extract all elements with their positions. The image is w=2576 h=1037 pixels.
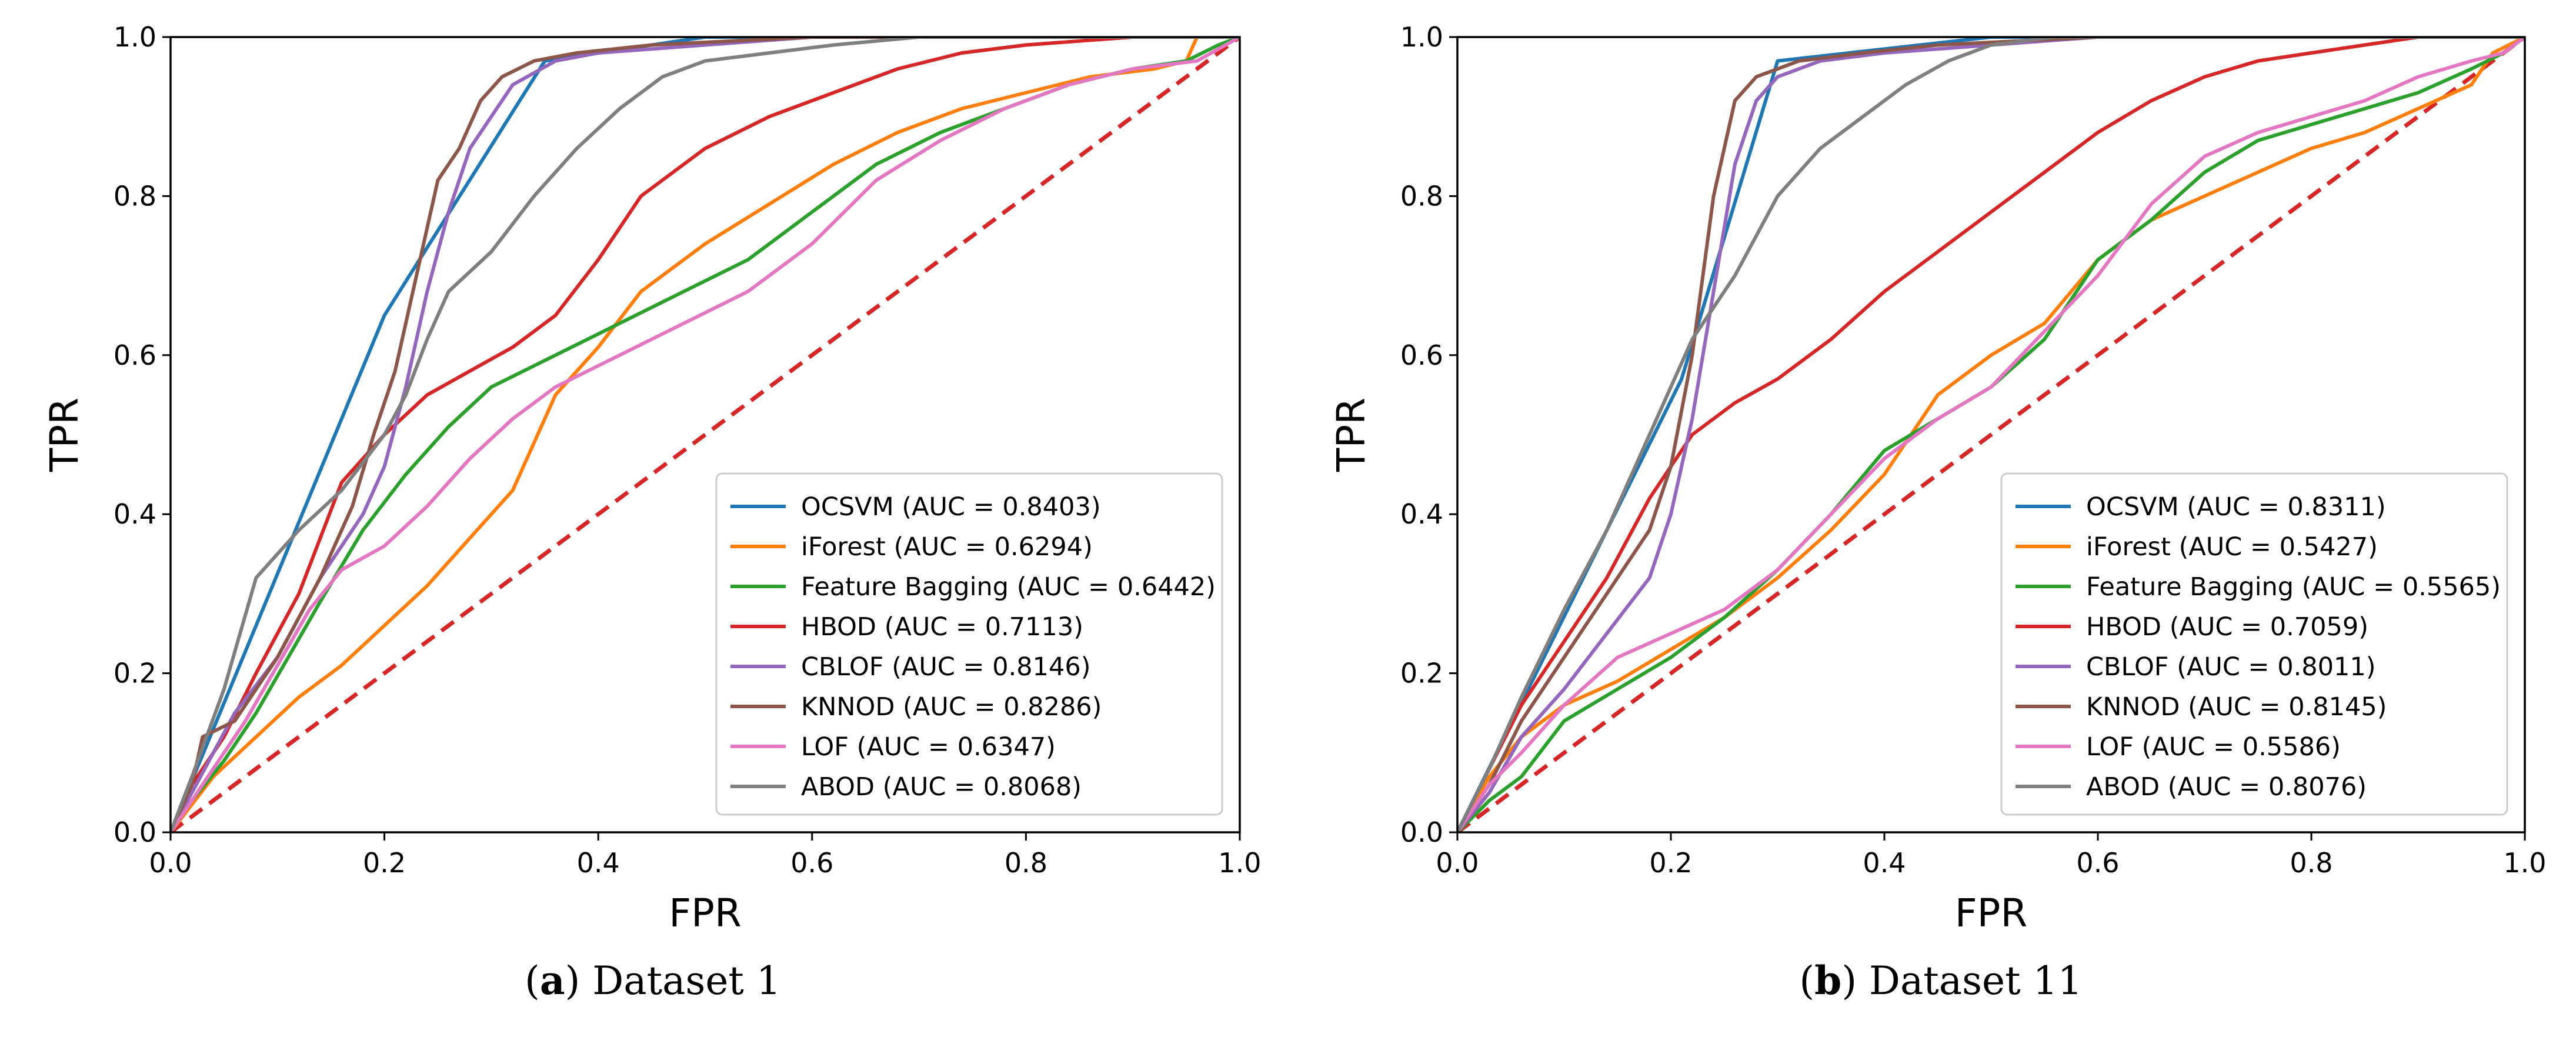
legend-entry: CBLOF (AUC = 0.8011) — [2086, 652, 2375, 682]
series-line-iforest — [1457, 37, 2525, 832]
x-axis-label: FPR — [1955, 891, 2028, 936]
diagonal-reference-line — [171, 37, 1240, 832]
legend-entry: KNNOD (AUC = 0.8145) — [2086, 692, 2387, 722]
legend-entry: Feature Bagging (AUC = 0.6442) — [801, 572, 1216, 602]
diagonal-reference-line — [1457, 37, 2525, 832]
y-tick-label: 0.2 — [114, 658, 156, 689]
legend: OCSVM (AUC = 0.8403) iForest (AUC = 0.629… — [715, 472, 1223, 816]
series-line-hbod — [171, 37, 1240, 832]
y-tick-label: 0.0 — [114, 816, 156, 848]
x-tick-label: 0.6 — [2076, 847, 2119, 879]
y-tick-label: 0.6 — [1400, 339, 1443, 371]
series-line-ocsvm — [171, 37, 1240, 832]
legend-entry: OCSVM (AUC = 0.8311) — [2086, 492, 2386, 522]
series-line-abod — [171, 37, 1240, 832]
y-tick-label: 0.0 — [1400, 816, 1443, 848]
roc-chart-1: 0.0 0.2 0.4 0.6 0.8 1.0 0.0 0.2 0.4 0.6 0.8 1.0 FPR T… — [42, 21, 1262, 936]
y-tick-label: 0.4 — [114, 498, 156, 530]
y-tick-label: 0.8 — [1400, 180, 1443, 212]
x-tick-label: 0.6 — [790, 847, 833, 879]
y-axis-label: TPR — [42, 398, 87, 472]
legend-entry: HBOD (AUC = 0.7059) — [2086, 612, 2368, 642]
plot-frame — [1456, 36, 2526, 833]
caption-open-paren: ( — [1799, 958, 1815, 1003]
caption-dataset-1: (a) Dataset 1 — [525, 958, 781, 1003]
y-tick-label: 0.2 — [1400, 658, 1443, 689]
y-axis-label: TPR — [1329, 398, 1374, 472]
x-tick-label: 0.8 — [2290, 847, 2333, 879]
x-tick-label: 0.0 — [1436, 847, 1479, 879]
series-line-cblof — [1457, 37, 2525, 832]
legend-entry: iForest (AUC = 0.5427) — [2086, 532, 2378, 562]
legend-box — [715, 472, 1223, 816]
legend-entry: iForest (AUC = 0.6294) — [801, 532, 1093, 562]
x-tick-label: 0.4 — [1863, 847, 1906, 879]
legend-box — [2000, 472, 2508, 816]
x-tick-label: 0.2 — [1649, 847, 1692, 879]
caption-letter: b — [1814, 958, 1842, 1003]
series-line-knnod — [171, 37, 1240, 832]
caption-text: Dataset 11 — [1857, 958, 2083, 1003]
legend-entry: ABOD (AUC = 0.8076) — [2086, 772, 2367, 802]
series-line-knnod — [1457, 37, 2525, 832]
y-tick-label: 1.0 — [114, 21, 156, 53]
x-axis-label: FPR — [669, 891, 742, 936]
series-line-lof — [1457, 37, 2525, 832]
caption-text: Dataset 1 — [580, 958, 781, 1003]
legend-entry: ABOD (AUC = 0.8068) — [801, 772, 1082, 802]
legend-entry: HBOD (AUC = 0.7113) — [801, 612, 1083, 642]
caption-open-paren: ( — [525, 958, 540, 1003]
y-tick-label: 0.4 — [1400, 498, 1443, 530]
y-tick-label: 0.8 — [114, 180, 156, 212]
x-tick-label: 0.4 — [577, 847, 620, 879]
caption-dataset-11: (b) Dataset 11 — [1799, 958, 2082, 1003]
series-line-hbod — [1457, 37, 2525, 832]
series-line-lof — [171, 37, 1240, 832]
legend-entry: KNNOD (AUC = 0.8286) — [801, 692, 1102, 722]
x-tick-label: 1.0 — [1218, 847, 1261, 879]
y-tick-label: 0.6 — [114, 339, 156, 371]
legend-entry: CBLOF (AUC = 0.8146) — [801, 652, 1090, 682]
x-tick-label: 0.0 — [149, 847, 192, 879]
legend-entry: LOF (AUC = 0.5586) — [2086, 732, 2341, 762]
series-line-abod — [1457, 37, 2525, 832]
legend-entry: LOF (AUC = 0.6347) — [801, 732, 1056, 762]
caption-close-paren: ) — [1841, 958, 1857, 1003]
legend-entry: OCSVM (AUC = 0.8403) — [801, 492, 1101, 522]
caption-close-paren: ) — [565, 958, 580, 1003]
x-tick-label: 1.0 — [2503, 847, 2546, 879]
legend: OCSVM (AUC = 0.8311) iForest (AUC = 0.542… — [2000, 472, 2508, 816]
roc-chart-2: 0.0 0.2 0.4 0.6 0.8 1.0 0.0 0.2 0.4 0.6 0.8 1.0 FPR T… — [1329, 21, 2547, 936]
x-tick-label: 0.8 — [1005, 847, 1047, 879]
plot-frame — [169, 36, 1241, 833]
y-tick-label: 1.0 — [1400, 21, 1443, 53]
x-tick-label: 0.2 — [363, 847, 406, 879]
legend-entry: Feature Bagging (AUC = 0.5565) — [2086, 572, 2501, 602]
caption-letter: a — [539, 958, 565, 1003]
